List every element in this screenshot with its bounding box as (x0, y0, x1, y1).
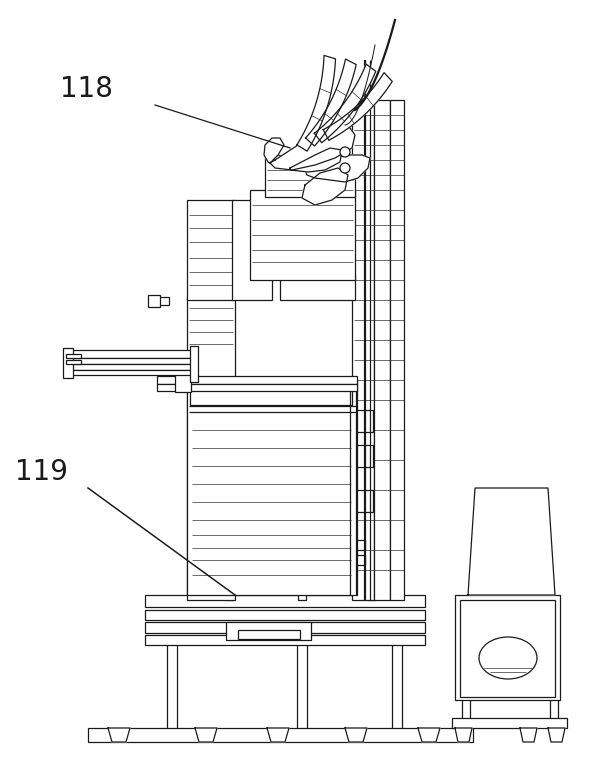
Bar (70, 370, 195, 375)
Bar (357, 540, 365, 550)
Polygon shape (267, 728, 289, 742)
Bar (367, 592, 375, 600)
Text: 118: 118 (60, 75, 113, 103)
Ellipse shape (479, 637, 537, 679)
Bar (226, 622, 311, 640)
Bar (190, 346, 198, 382)
Bar (187, 380, 357, 595)
Polygon shape (418, 728, 440, 742)
Bar (70, 364, 195, 370)
Bar (145, 622, 425, 633)
Bar (390, 100, 404, 600)
Bar (265, 155, 355, 197)
Bar (250, 190, 355, 280)
Bar (187, 200, 235, 300)
Bar (157, 384, 357, 391)
Text: 119: 119 (15, 458, 68, 486)
Bar (357, 410, 373, 432)
Polygon shape (270, 128, 355, 170)
Bar (455, 595, 560, 700)
Bar (66, 360, 81, 364)
Polygon shape (520, 728, 537, 742)
Bar (238, 630, 300, 639)
Bar (157, 376, 357, 384)
Circle shape (340, 147, 350, 157)
Polygon shape (195, 728, 217, 742)
Polygon shape (302, 168, 348, 205)
Bar (70, 358, 195, 364)
Bar (187, 295, 235, 600)
Polygon shape (455, 728, 472, 742)
Bar (175, 364, 191, 392)
Bar (298, 592, 306, 600)
Bar (357, 555, 365, 565)
Polygon shape (323, 73, 392, 140)
Bar (63, 348, 73, 378)
Bar (357, 445, 373, 467)
Bar (66, 354, 81, 358)
Bar (225, 592, 233, 600)
Bar (452, 718, 567, 728)
Polygon shape (548, 728, 565, 742)
Bar (190, 383, 352, 405)
Polygon shape (108, 728, 130, 742)
Bar (70, 350, 195, 358)
Bar (148, 295, 160, 307)
Polygon shape (305, 155, 370, 182)
Bar (145, 635, 425, 645)
Polygon shape (345, 728, 367, 742)
Circle shape (340, 163, 350, 173)
Bar (357, 490, 373, 512)
Bar (145, 595, 425, 607)
Polygon shape (305, 59, 356, 146)
Bar (280, 275, 355, 300)
Bar (460, 600, 555, 697)
Polygon shape (264, 138, 284, 163)
Bar (88, 728, 473, 742)
Bar (374, 100, 390, 600)
Polygon shape (468, 488, 555, 595)
Bar (352, 100, 374, 600)
Bar (155, 297, 169, 305)
Bar (232, 200, 272, 300)
Polygon shape (290, 148, 342, 172)
Bar (145, 610, 425, 620)
Polygon shape (314, 64, 376, 142)
Polygon shape (297, 55, 335, 151)
